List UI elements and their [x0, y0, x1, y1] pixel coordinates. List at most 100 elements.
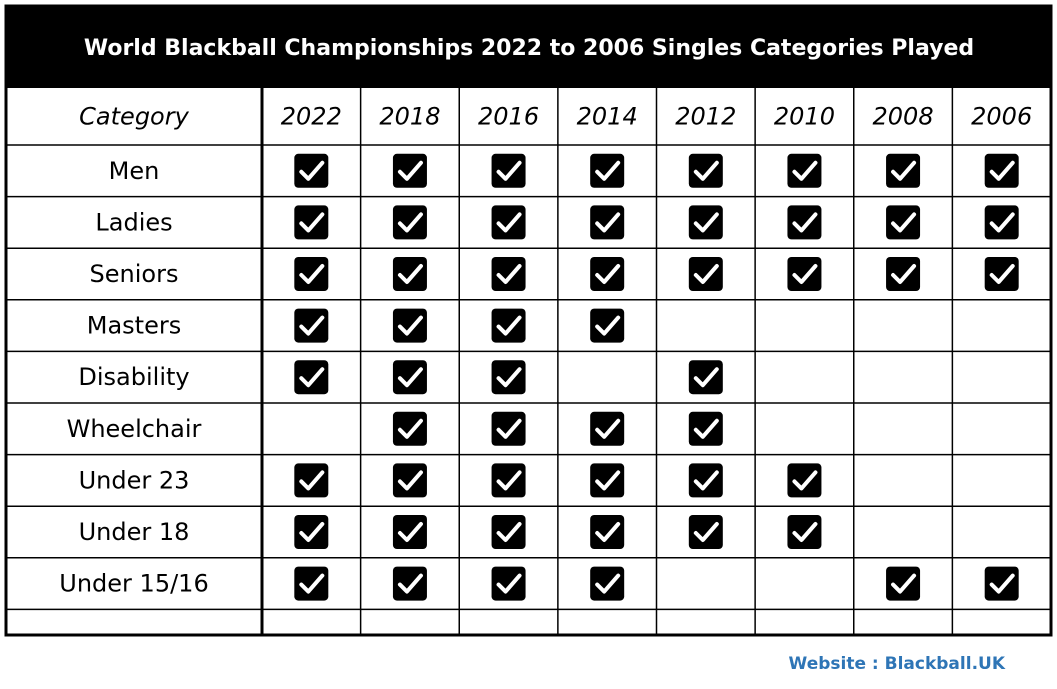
- check-box: [294, 308, 329, 343]
- check-tick: [693, 212, 719, 233]
- row-label: Disability: [78, 363, 189, 391]
- checkmark: [491, 205, 526, 240]
- check-box: [590, 566, 625, 601]
- check-tick: [496, 367, 522, 388]
- check-tick: [299, 470, 325, 491]
- check-tick: [299, 160, 325, 181]
- check-box: [294, 360, 329, 395]
- checkmark: [392, 566, 427, 601]
- check-box: [787, 515, 822, 549]
- check-tick: [595, 264, 621, 284]
- checkmark: [688, 205, 723, 240]
- check-tick: [496, 315, 522, 336]
- check-box: [590, 257, 625, 291]
- checkmark: [590, 257, 625, 291]
- row-label: Under 23: [79, 466, 190, 494]
- checkmark: [590, 463, 625, 498]
- check-box: [688, 153, 723, 188]
- checkmark: [491, 566, 526, 601]
- checkmark: [294, 360, 329, 395]
- checkmark: [590, 411, 625, 446]
- check-tick: [595, 573, 621, 594]
- check-tick: [792, 212, 818, 233]
- checkmark: [392, 308, 427, 343]
- checkmark: [294, 515, 329, 549]
- checkmark: [688, 515, 723, 549]
- checkmark: [590, 205, 625, 240]
- checkmark: [294, 308, 329, 343]
- check-box: [491, 153, 526, 188]
- checkmark: [984, 153, 1019, 188]
- check-tick: [989, 573, 1015, 594]
- checkmark: [392, 463, 427, 498]
- check-box: [491, 308, 526, 343]
- check-box: [392, 205, 427, 240]
- check-box: [688, 411, 723, 446]
- checkmark: [294, 257, 329, 291]
- checkmark: [886, 153, 921, 188]
- check-box: [392, 360, 427, 395]
- check-tick: [693, 470, 719, 491]
- check-tick: [299, 367, 325, 388]
- checkmark: [491, 360, 526, 395]
- title: World Blackball Championships 2022 to 20…: [84, 36, 974, 61]
- checkmark: [886, 257, 921, 291]
- check-tick: [595, 315, 621, 336]
- check-tick: [299, 315, 325, 336]
- check-box: [886, 153, 921, 188]
- check-tick: [496, 418, 522, 439]
- checkmark: [886, 566, 921, 601]
- checkmark: [392, 411, 427, 446]
- check-tick: [989, 264, 1015, 284]
- check-box: [688, 515, 723, 549]
- checkmark: [590, 515, 625, 549]
- column-header: 2012: [675, 103, 736, 131]
- checkmark: [787, 257, 822, 291]
- check-box: [491, 257, 526, 291]
- check-tick: [397, 470, 423, 491]
- row-label: Wheelchair: [67, 415, 202, 443]
- check-box: [294, 566, 329, 601]
- check-box: [984, 153, 1019, 188]
- checkmark: [787, 153, 822, 188]
- check-box: [491, 463, 526, 498]
- checkmark: [688, 463, 723, 498]
- column-header: 2008: [873, 103, 934, 131]
- check-tick: [397, 160, 423, 181]
- column-header: 2010: [774, 103, 835, 131]
- check-box: [886, 257, 921, 291]
- check-tick: [989, 160, 1015, 181]
- check-tick: [496, 573, 522, 594]
- check-box: [392, 153, 427, 188]
- check-tick: [891, 573, 917, 594]
- check-box: [294, 463, 329, 498]
- checkmark: [491, 153, 526, 188]
- checkmark: [392, 153, 427, 188]
- check-box: [688, 205, 723, 240]
- row-label: Seniors: [90, 260, 179, 288]
- checkmark: [392, 205, 427, 240]
- check-tick: [496, 264, 522, 284]
- check-box: [294, 205, 329, 240]
- column-header: Category: [79, 103, 189, 131]
- check-tick: [693, 367, 719, 388]
- column-header: 2016: [478, 103, 539, 131]
- check-box: [491, 566, 526, 601]
- check-box: [392, 515, 427, 549]
- check-tick: [989, 212, 1015, 233]
- check-tick: [595, 160, 621, 181]
- check-box: [491, 205, 526, 240]
- checkmark: [787, 463, 822, 498]
- checkmark: [688, 411, 723, 446]
- check-tick: [299, 573, 325, 594]
- check-tick: [693, 418, 719, 439]
- check-tick: [891, 264, 917, 284]
- check-tick: [595, 418, 621, 439]
- row-label: Men: [109, 157, 160, 185]
- check-box: [294, 515, 329, 549]
- check-box: [886, 566, 921, 601]
- check-tick: [496, 212, 522, 233]
- checkmark: [392, 360, 427, 395]
- checkmark: [787, 515, 822, 549]
- check-box: [294, 153, 329, 188]
